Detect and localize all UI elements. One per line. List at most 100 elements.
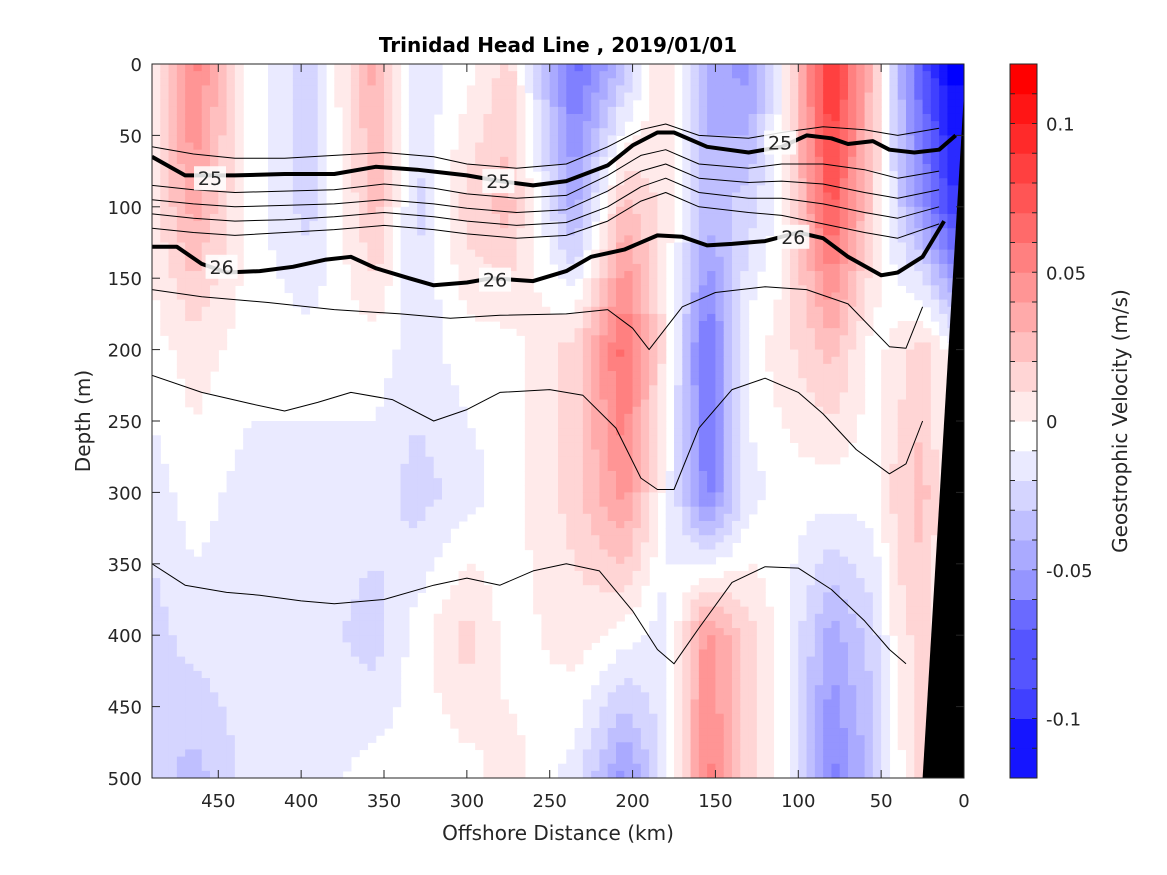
heatmap-cell bbox=[649, 749, 659, 758]
heatmap-cell bbox=[533, 570, 543, 579]
heatmap-cell bbox=[350, 78, 360, 87]
heatmap-cell bbox=[466, 235, 476, 244]
heatmap-cell bbox=[317, 99, 327, 108]
heatmap-cell bbox=[591, 549, 601, 558]
heatmap-cell bbox=[582, 442, 592, 451]
heatmap-cell bbox=[185, 92, 195, 101]
heatmap-cell bbox=[350, 185, 360, 194]
heatmap-cell bbox=[682, 263, 692, 272]
heatmap-cell bbox=[433, 535, 443, 543]
heatmap-cell bbox=[152, 506, 161, 515]
heatmap-cell bbox=[350, 156, 360, 165]
heatmap-cell bbox=[616, 271, 625, 279]
heatmap-cell bbox=[640, 321, 650, 329]
heatmap-cell bbox=[616, 713, 625, 722]
heatmap-cell bbox=[458, 199, 468, 208]
heatmap-cell bbox=[698, 163, 708, 172]
heatmap-cell bbox=[168, 92, 178, 101]
heatmap-cell bbox=[690, 171, 700, 179]
heatmap-cell bbox=[417, 292, 427, 301]
heatmap-cell bbox=[185, 335, 195, 344]
heatmap-cell bbox=[400, 613, 410, 622]
heatmap-cell bbox=[359, 99, 369, 108]
heatmap-cell bbox=[359, 171, 369, 179]
heatmap-cell bbox=[566, 192, 576, 201]
heatmap-cell bbox=[458, 635, 468, 643]
heatmap-cell bbox=[640, 285, 650, 294]
heatmap-cell bbox=[690, 528, 700, 536]
heatmap-cell bbox=[168, 213, 178, 222]
heatmap-cell bbox=[218, 520, 228, 529]
heatmap-cell bbox=[342, 713, 352, 722]
heatmap-cell bbox=[566, 506, 576, 515]
heatmap-cell bbox=[218, 306, 228, 315]
heatmap-cell bbox=[375, 278, 385, 286]
heatmap-cell bbox=[234, 121, 244, 129]
heatmap-cell bbox=[657, 735, 667, 743]
heatmap-cell bbox=[483, 149, 493, 158]
heatmap-cell bbox=[152, 99, 161, 108]
heatmap-cell bbox=[442, 485, 451, 493]
heatmap-cell bbox=[616, 342, 625, 351]
heatmap-cell bbox=[491, 770, 501, 778]
heatmap-cell bbox=[301, 628, 311, 636]
heatmap-cell bbox=[417, 313, 427, 322]
heatmap-cell bbox=[483, 135, 493, 144]
heatmap-cell bbox=[417, 578, 427, 586]
heatmap-cell bbox=[657, 113, 667, 122]
heatmap-cell bbox=[326, 699, 335, 708]
heatmap-cell bbox=[375, 406, 385, 415]
heatmap-cell bbox=[334, 713, 344, 722]
heatmap-cell bbox=[475, 135, 485, 144]
heatmap-cell bbox=[185, 156, 195, 165]
heatmap-cell bbox=[500, 749, 509, 758]
heatmap-cell bbox=[259, 692, 269, 701]
heatmap-cell bbox=[276, 213, 286, 222]
heatmap-cell bbox=[533, 606, 543, 615]
heatmap-cell bbox=[243, 742, 253, 751]
heatmap-cell bbox=[607, 442, 617, 451]
heatmap-cell bbox=[458, 678, 468, 686]
heatmap-cell bbox=[234, 499, 244, 508]
heatmap-cell bbox=[516, 171, 526, 179]
heatmap-cell bbox=[268, 506, 277, 515]
heatmap-cell bbox=[309, 92, 319, 101]
heatmap-cell bbox=[624, 285, 634, 294]
heatmap-cell bbox=[185, 64, 195, 72]
heatmap-cell bbox=[176, 349, 186, 358]
heatmap-cell bbox=[616, 578, 625, 586]
heatmap-cell bbox=[665, 163, 675, 172]
heatmap-cell bbox=[624, 263, 634, 272]
heatmap-cell bbox=[359, 92, 369, 101]
heatmap-cell bbox=[417, 263, 427, 272]
heatmap-cell bbox=[417, 271, 427, 279]
heatmap-cell bbox=[599, 306, 609, 315]
heatmap-cell bbox=[466, 271, 476, 279]
heatmap-cell bbox=[425, 78, 435, 87]
heatmap-cell bbox=[152, 78, 161, 87]
heatmap-cell bbox=[657, 321, 667, 329]
heatmap-cell bbox=[574, 613, 584, 622]
heatmap-cell bbox=[210, 292, 219, 301]
heatmap-cell bbox=[442, 628, 451, 636]
heatmap-cell bbox=[632, 92, 642, 101]
heatmap-cell bbox=[516, 299, 526, 308]
heatmap-cell bbox=[690, 385, 700, 394]
heatmap-cell bbox=[566, 620, 576, 629]
heatmap-cell bbox=[152, 256, 161, 265]
heatmap-cell bbox=[350, 520, 360, 529]
heatmap-cell bbox=[632, 406, 642, 415]
heatmap-cell bbox=[425, 242, 435, 251]
heatmap-cell bbox=[450, 692, 460, 701]
heatmap-cell bbox=[500, 735, 509, 743]
heatmap-cell bbox=[566, 492, 576, 501]
heatmap-cell bbox=[649, 506, 659, 515]
heatmap-cell bbox=[152, 435, 161, 444]
heatmap-cell bbox=[698, 520, 708, 529]
heatmap-cell bbox=[599, 135, 609, 144]
heatmap-cell bbox=[682, 663, 692, 672]
heatmap-cell bbox=[541, 328, 551, 336]
heatmap-cell bbox=[475, 121, 485, 129]
heatmap-cell bbox=[698, 620, 708, 629]
heatmap-cell bbox=[558, 171, 567, 179]
